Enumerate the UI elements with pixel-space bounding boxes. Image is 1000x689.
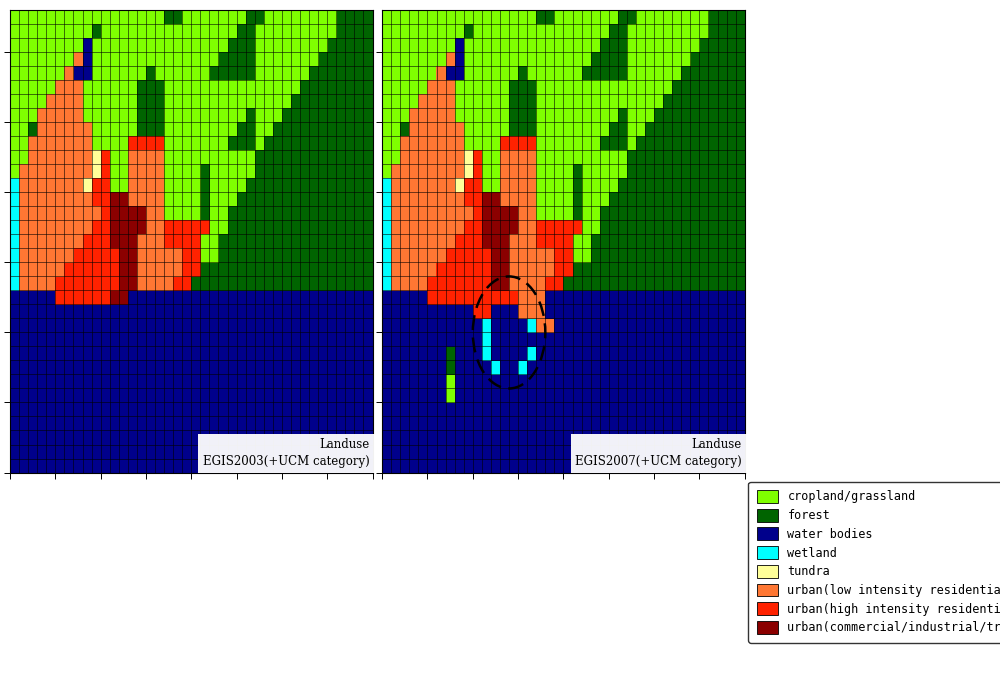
Text: Landuse
EGIS2003(+UCM category): Landuse EGIS2003(+UCM category) bbox=[203, 438, 370, 469]
Text: Landuse
EGIS2007(+UCM category): Landuse EGIS2007(+UCM category) bbox=[575, 438, 742, 469]
Legend: cropland/grassland, forest, water bodies, wetland, tundra, urban(low intensity r: cropland/grassland, forest, water bodies… bbox=[748, 482, 1000, 643]
